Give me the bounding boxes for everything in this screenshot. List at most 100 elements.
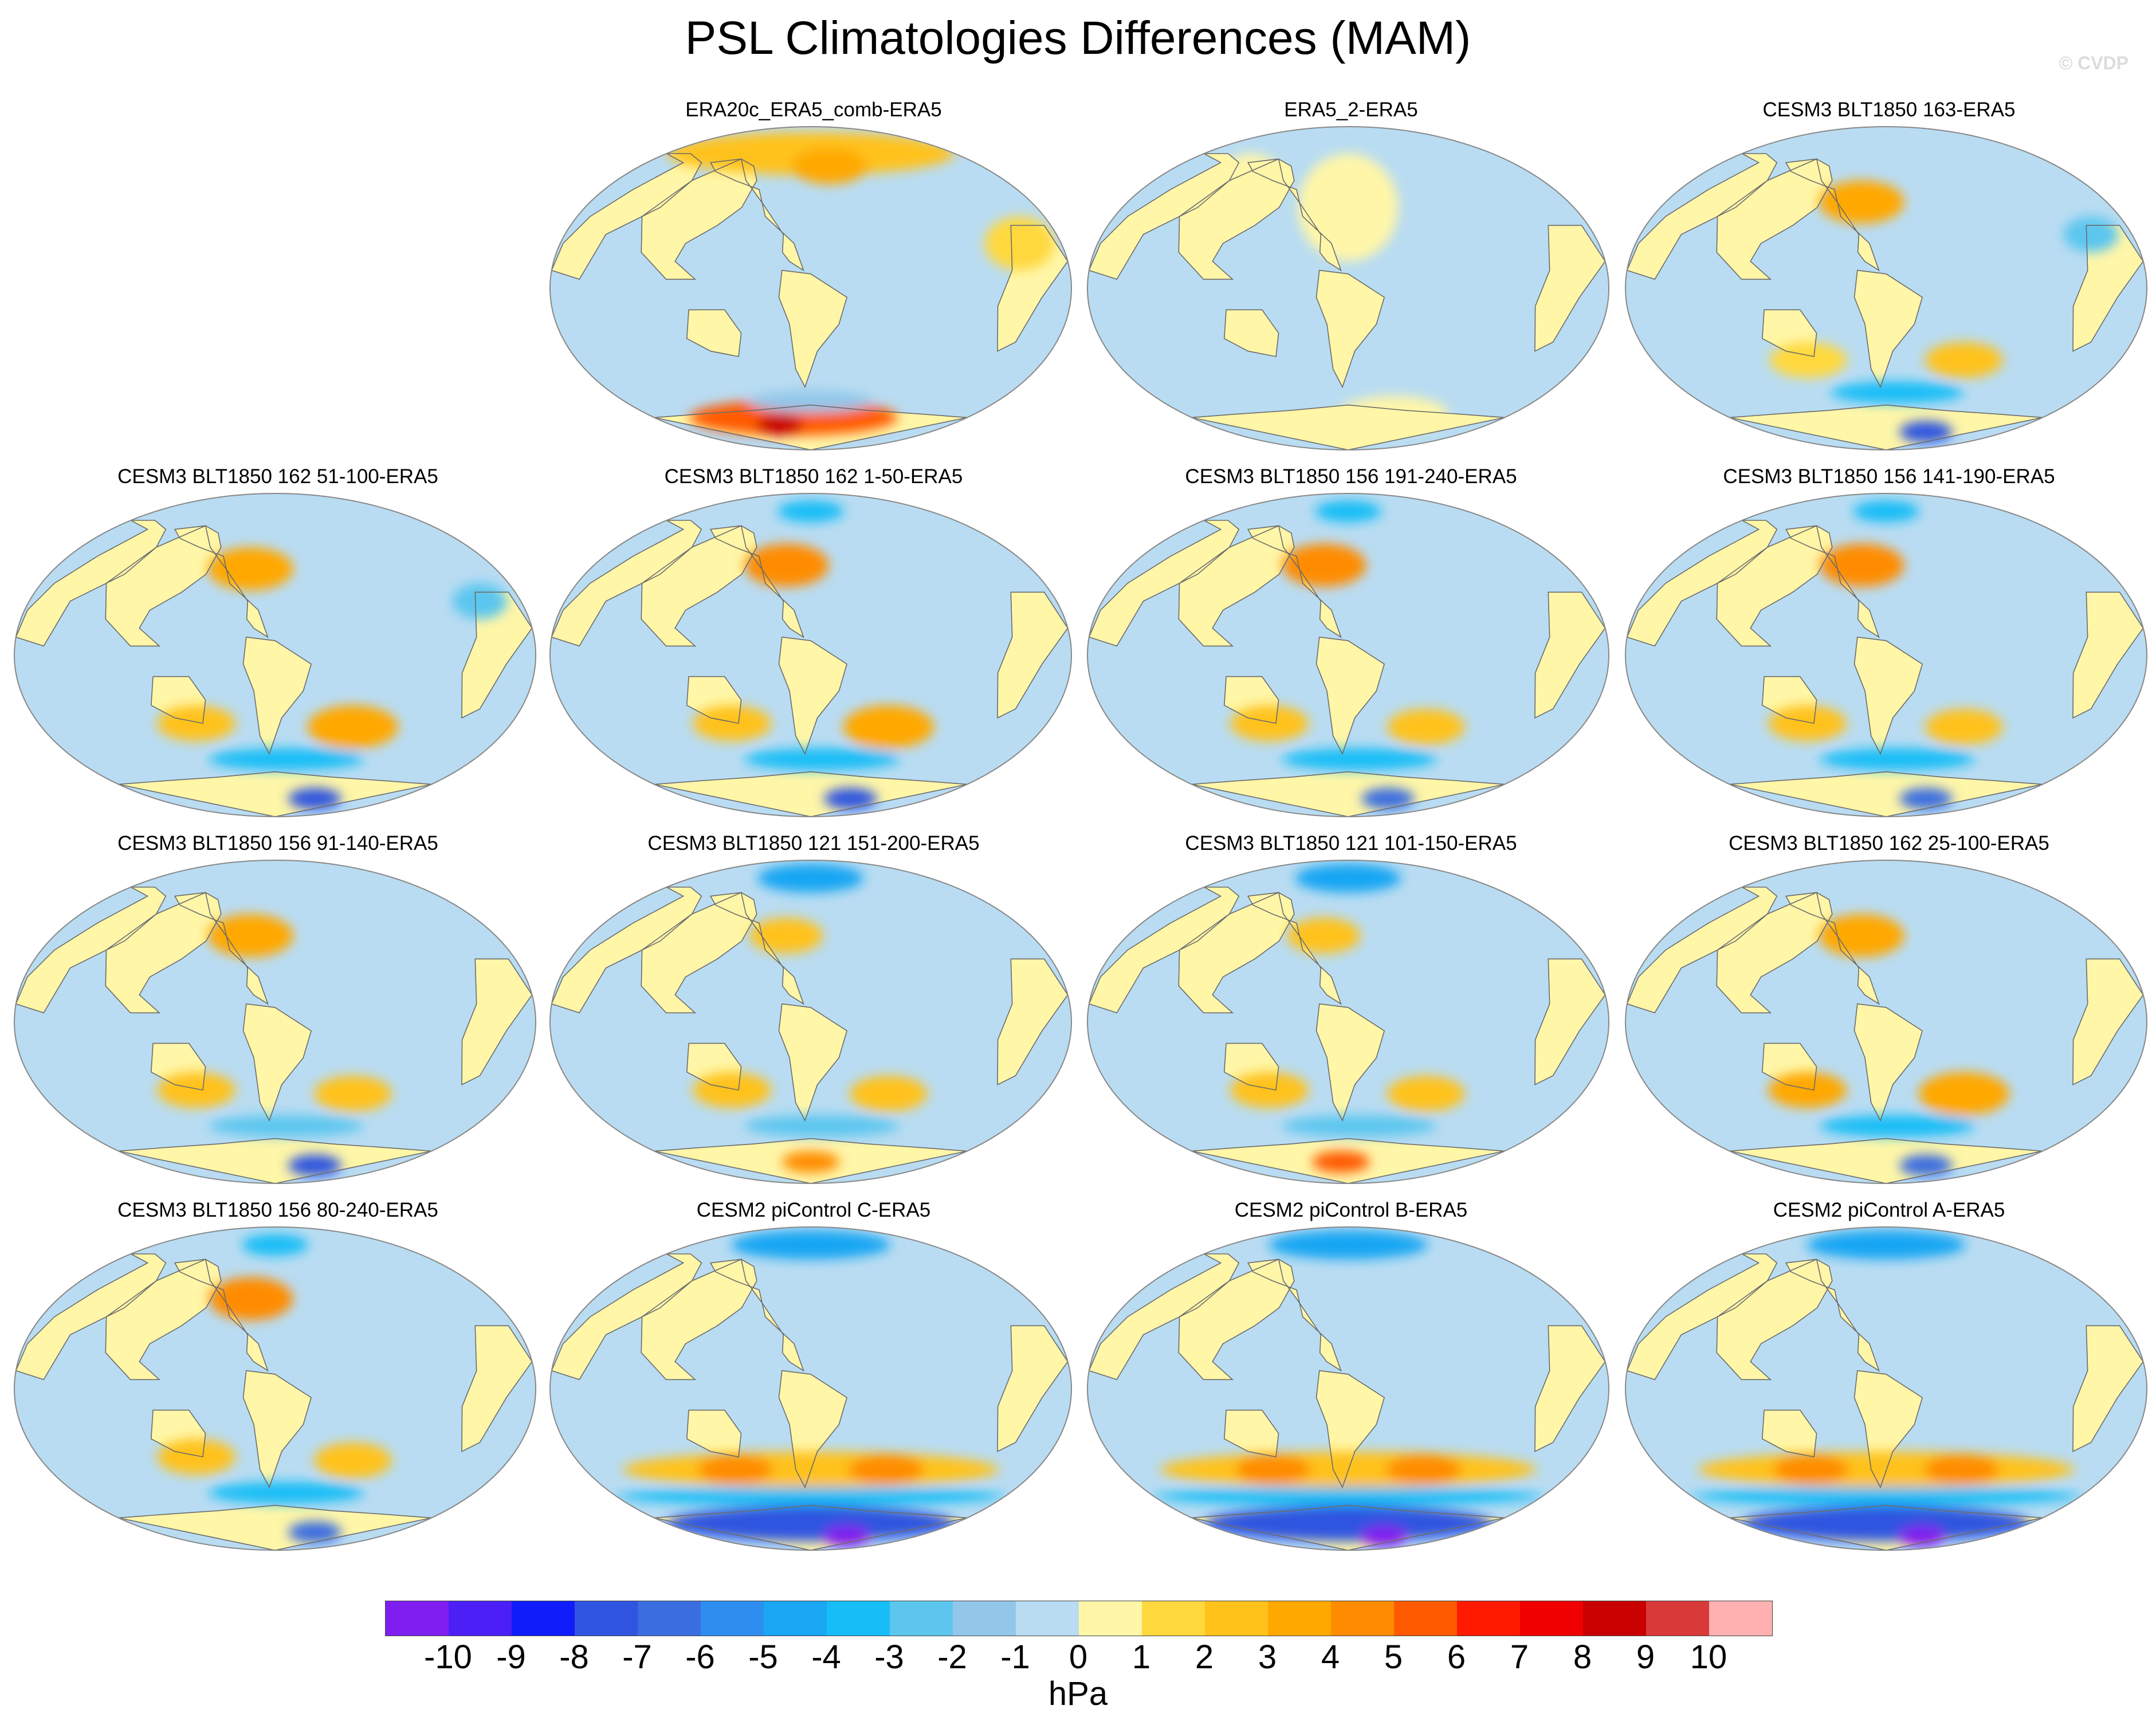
colorbar-swatch <box>1520 1601 1583 1636</box>
coastline-australia <box>1223 1042 1279 1091</box>
anomaly-contour <box>242 1234 308 1256</box>
coastline-africa <box>2072 1325 2144 1452</box>
map-border <box>14 493 536 817</box>
land-africa <box>2073 592 2143 718</box>
coastline-eurasia <box>1088 153 1240 280</box>
anomaly-contour <box>1925 709 2003 745</box>
map-figure <box>549 1226 1072 1551</box>
land-asia-east <box>1179 526 1294 646</box>
colorbar-tick-label: 2 <box>1195 1638 1214 1676</box>
colorbar-tick-label: -7 <box>622 1638 652 1676</box>
anomaly-contour <box>2063 216 2119 253</box>
map-figure <box>1087 1226 1609 1551</box>
land-asia-east <box>1179 1259 1294 1380</box>
coastline-africa <box>461 1325 533 1452</box>
anomaly-contour <box>1923 1455 1999 1484</box>
coastline-africa <box>461 591 533 719</box>
map-panel: CESM3 BLT1850 156 191-240-ERA5 <box>1085 464 1617 831</box>
coastline-africa <box>1534 225 1606 352</box>
land-antarctica <box>119 1505 431 1550</box>
colorbar-swatch <box>701 1601 764 1636</box>
anomaly-contour <box>1218 154 1283 207</box>
coastline-australia <box>1761 1409 1817 1458</box>
map-panel: ERA5_2-ERA5 <box>1085 97 1617 464</box>
anomaly-contour <box>744 748 900 770</box>
colorbar-tick-label: 8 <box>1573 1638 1592 1676</box>
land-africa <box>1535 959 1605 1085</box>
anomaly-contour <box>207 914 293 958</box>
colorbar-tick-label: 5 <box>1384 1638 1403 1676</box>
land-south-america <box>1854 270 1923 387</box>
anomaly-contour <box>1807 1230 1966 1260</box>
land-australia <box>1762 1410 1817 1457</box>
coastline-antarctica <box>654 771 968 817</box>
land-africa <box>998 1326 1068 1452</box>
land-africa <box>1535 1326 1605 1452</box>
anomaly-contour <box>156 1438 236 1475</box>
anomaly-contour <box>698 1455 773 1484</box>
coastline-south-america <box>1315 636 1385 755</box>
map-figure <box>14 493 536 817</box>
land-asia-east <box>1717 159 1832 280</box>
map-panel: ERA20c_ERA5_comb-ERA5 <box>547 97 1080 464</box>
panel-title: CESM3 BLT1850 156 141-190-ERA5 <box>1723 465 2055 488</box>
colorbar-tick-label: 10 <box>1690 1638 1727 1676</box>
coastline-antarctica <box>1729 404 2043 450</box>
map-figure <box>1625 126 2147 450</box>
anomaly-contour <box>666 1505 955 1542</box>
land-asia-east <box>641 892 757 1013</box>
land-asia-east <box>641 526 757 646</box>
coastline-south-america <box>1853 636 1923 755</box>
coastline-antarctica <box>1729 1504 2043 1550</box>
coastline-south-america <box>778 636 848 755</box>
coastline-north-america <box>709 158 804 272</box>
coastline-north-america <box>1247 892 1342 1005</box>
panel-title: CESM3 BLT1850 121 151-200-ERA5 <box>647 832 980 854</box>
land-eurasia <box>15 520 166 646</box>
land-australia <box>686 1410 741 1457</box>
panel-title: ERA5_2-ERA5 <box>1284 99 1418 121</box>
land-south-america <box>779 270 847 387</box>
land-south-america <box>1316 637 1385 754</box>
coastline-asia-east <box>105 525 222 647</box>
coastline-africa <box>997 1325 1069 1452</box>
land-eurasia <box>1627 154 1777 280</box>
anomaly-contour <box>824 787 877 810</box>
land-africa <box>462 592 532 718</box>
map-border <box>1625 860 2147 1184</box>
land-eurasia <box>551 887 702 1013</box>
coastline-asia-east <box>1178 158 1295 280</box>
anomaly-contour <box>1820 748 1975 770</box>
colorbar-tick-label: -4 <box>811 1638 841 1676</box>
coastline-antarctica <box>1729 771 2043 817</box>
anomaly-contour <box>156 705 236 742</box>
coastline-eurasia <box>15 887 167 1014</box>
colorbar-ticks: -10 -9 -8 -7 -6 -5 -4 -3 -2 -1 0 1 2 3 4 5 6 7 8 9 10 <box>0 1638 2156 1678</box>
land-antarctica <box>119 1138 431 1183</box>
coastline-asia-east <box>1716 525 1833 647</box>
coastline-south-america <box>1315 1370 1385 1489</box>
anomaly-contour <box>288 787 341 810</box>
land-asia-east <box>1717 892 1832 1013</box>
anomaly-contour <box>452 583 508 620</box>
coastline-antarctica <box>118 1138 432 1183</box>
map-panel: CESM2 piControl C-ERA5 <box>547 1198 1080 1565</box>
land-eurasia <box>1627 1254 1777 1380</box>
colorbar-tick-label: -9 <box>496 1638 526 1676</box>
map-panel: CESM3 BLT1850 156 80-240-ERA5 <box>11 1198 544 1565</box>
land-asia-east <box>105 1259 221 1380</box>
anomaly-contour <box>1230 1072 1309 1108</box>
anomaly-contour <box>1153 1487 1543 1506</box>
coastline-australia <box>150 1042 206 1091</box>
coastline-south-america <box>1853 269 1923 389</box>
map-border <box>1087 1226 1609 1551</box>
coastline-eurasia <box>551 153 702 280</box>
panel-title: CESM3 BLT1850 156 80-240-ERA5 <box>117 1199 438 1221</box>
map-border <box>1625 1226 2147 1551</box>
map-border <box>549 493 1072 817</box>
anomaly-contour <box>791 148 868 185</box>
panel-title: CESM3 BLT1850 156 191-240-ERA5 <box>1185 465 1517 488</box>
land-asia-east <box>105 892 221 1013</box>
colorbar <box>385 1601 1773 1636</box>
land-australia <box>1224 1410 1279 1457</box>
